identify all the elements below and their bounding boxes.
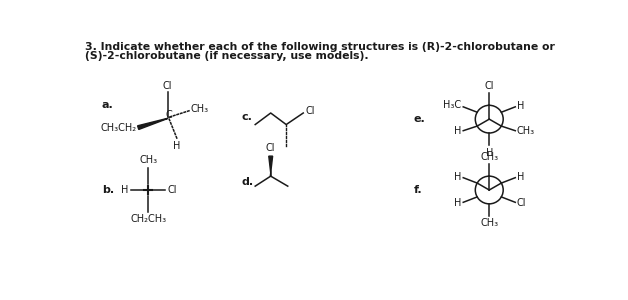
Text: H: H [454,198,462,208]
Text: e.: e. [413,114,425,124]
Text: a.: a. [102,100,114,110]
Text: b.: b. [102,185,114,195]
Text: H: H [517,101,524,111]
Text: c.: c. [241,112,252,122]
Text: Cl: Cl [163,81,172,91]
Polygon shape [138,118,168,130]
Text: 3. Indicate whether each of the following structures is (R)-2-chlorobutane or: 3. Indicate whether each of the followin… [85,42,555,52]
Text: H₃C: H₃C [443,100,461,110]
Polygon shape [269,156,273,176]
Text: CH₂CH₃: CH₂CH₃ [130,214,166,224]
Text: C: C [166,110,173,120]
Text: (S)-2-chlorobutane (if necessary, use models).: (S)-2-chlorobutane (if necessary, use mo… [85,51,369,62]
Text: CH₃: CH₃ [480,218,498,229]
Text: H: H [121,185,128,195]
Text: d.: d. [241,177,253,187]
Text: CH₃: CH₃ [480,152,498,161]
Text: CH₃: CH₃ [517,127,535,136]
Text: Cl: Cl [306,106,315,116]
Text: H: H [173,142,181,152]
Text: H: H [517,172,524,182]
Text: H: H [454,127,462,136]
Text: Cl: Cl [517,198,526,208]
Text: CH₃: CH₃ [191,104,209,114]
Text: H: H [454,172,462,182]
Text: CH₃CH₂: CH₃CH₂ [100,123,137,134]
Text: Cl: Cl [266,143,276,153]
Text: f.: f. [413,185,422,195]
Text: Cl: Cl [484,81,494,91]
Text: H: H [485,148,493,158]
Text: Cl: Cl [168,185,177,195]
Text: CH₃: CH₃ [139,155,157,165]
